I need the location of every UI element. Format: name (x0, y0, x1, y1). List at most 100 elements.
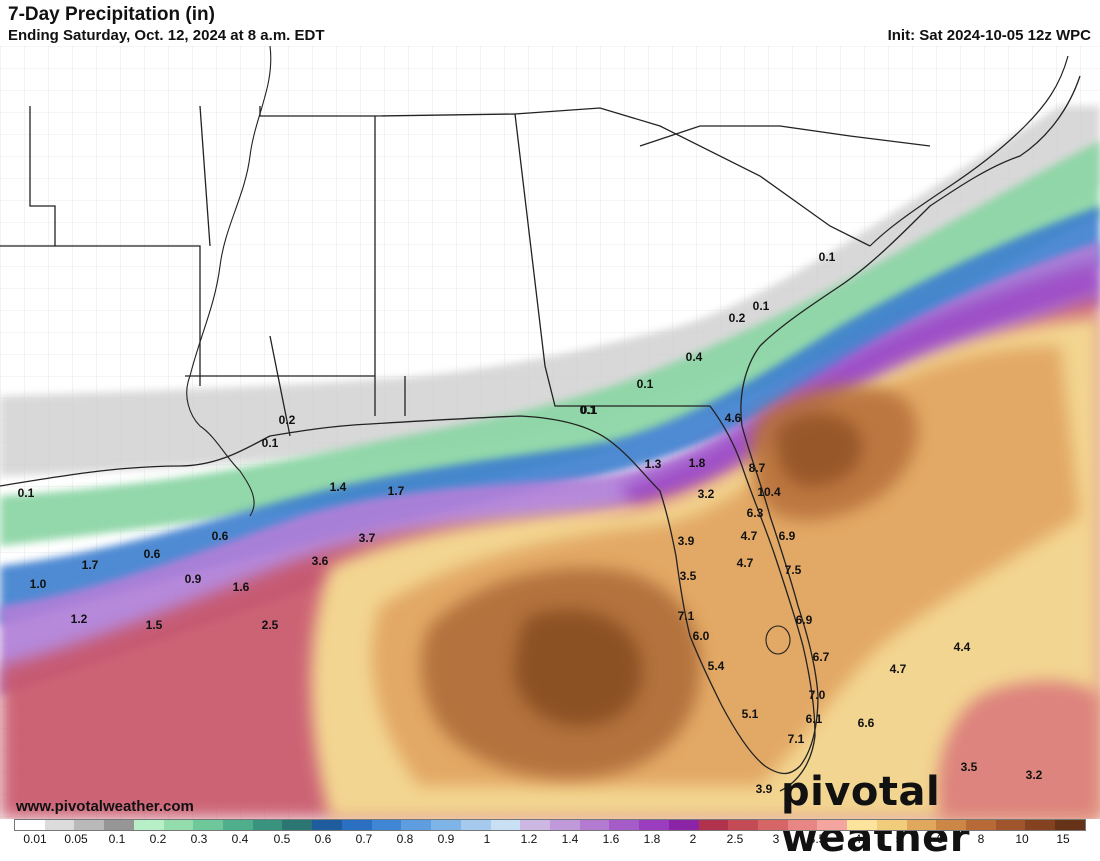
precip-value-label: 3.6 (312, 554, 329, 568)
precip-value-label: 0.6 (212, 529, 229, 543)
precip-value-label: 3.2 (1026, 768, 1043, 782)
precip-value-label: 0.1 (819, 250, 836, 264)
florida-east-coast (709, 405, 816, 792)
color-scale-swatch (817, 820, 848, 830)
color-scale-tick-label: 5 (895, 832, 903, 846)
precip-value-label: 0.1 (18, 486, 35, 500)
color-scale-swatch (163, 820, 194, 830)
color-scale-tick-label: 0.6 (314, 832, 332, 846)
precip-value-label: 3.9 (678, 534, 695, 548)
color-scale-swatch (74, 820, 105, 830)
precip-value-label: 1.2 (71, 612, 88, 626)
color-scale-swatch (876, 820, 907, 830)
precip-value-label: 3.5 (961, 760, 978, 774)
precip-value-label: 7.1 (678, 609, 695, 623)
color-scale-swatch (193, 820, 224, 830)
state-border-line (639, 125, 931, 147)
color-scale-tick-label: 0.05 (64, 832, 88, 846)
color-scale-swatch (133, 820, 164, 830)
precip-value-label: 7.1 (788, 732, 805, 746)
precip-value-label: 0.2 (279, 413, 296, 427)
color-scale-tick-label: 2 (689, 832, 697, 846)
precip-value-label: 1.7 (82, 558, 99, 572)
color-scale-swatch (847, 820, 877, 830)
lake-okeechobee (765, 625, 791, 655)
river-line (186, 46, 272, 517)
color-scale-swatch (520, 820, 550, 830)
color-scale-tick-label: 0.2 (149, 832, 167, 846)
color-scale-swatch (252, 820, 283, 830)
color-scale-tick-label: 3.5 (808, 832, 826, 846)
value-labels: 0.10.20.10.11.4 1.70.61.70.61.0 0.91.61.2 1… (18, 250, 1043, 796)
color-scale-swatch (15, 820, 45, 830)
color-scale-tick-label: 2.5 (726, 832, 744, 846)
color-scale-swatch (371, 820, 402, 830)
website-url: www.pivotalweather.com (16, 798, 194, 815)
precip-value-label: 10.4 (757, 485, 781, 499)
color-scale-ticks: 0.01 0.05 0.1 0.2 0.3 0.4 0.5 0.6 0.7 0.8 0.9 1 1.2 1… (0, 832, 1100, 850)
color-scale-swatch (431, 820, 461, 830)
precip-value-label: 7.0 (809, 688, 826, 702)
logo-text-left: pivo (781, 769, 879, 815)
precip-value-label: 0.9 (185, 572, 202, 586)
precip-value-label: 1.5 (146, 618, 163, 632)
color-scale-tick-label: 1.6 (602, 832, 620, 846)
color-scale-tick-label: 1 (483, 832, 491, 846)
precip-east-pink (937, 681, 1100, 819)
color-scale-swatch (1025, 820, 1056, 830)
color-scale-bar (14, 819, 1086, 831)
precip-value-label: 6.0 (693, 629, 710, 643)
color-scale-swatch (549, 820, 580, 830)
precip-value-label: 0.1 (262, 436, 279, 450)
color-scale-tick-label: 0.1 (108, 832, 126, 846)
precip-value-label: 3.5 (680, 569, 697, 583)
color-scale-swatch (757, 820, 788, 830)
precip-value-label: 6.9 (796, 613, 813, 627)
precip-value-label: 8.7 (749, 461, 766, 475)
color-scale-tick-label: 1.8 (643, 832, 661, 846)
color-scale-tick-label: 4 (854, 832, 862, 846)
precip-value-label: 1.3 (645, 457, 662, 471)
page-title: 7-Day Precipitation (in) (8, 4, 215, 25)
color-scale-tick-label: 0.7 (355, 832, 373, 846)
precip-value-label: 5.1 (742, 707, 759, 721)
color-scale-swatch (668, 820, 699, 830)
color-scale-swatch (787, 820, 818, 830)
precip-value-label: 1.6 (233, 580, 250, 594)
valid-time-subtitle: Ending Saturday, Oct. 12, 2024 at 8 a.m.… (8, 27, 325, 44)
color-scale-tick-label: 8 (977, 832, 985, 846)
color-scale-swatch (104, 820, 134, 830)
precip-value-label: 1.0 (30, 577, 47, 591)
color-scale-swatch (728, 820, 758, 830)
precip-value-label: 4.7 (741, 529, 758, 543)
precip-value-label: 6.7 (813, 650, 830, 664)
atlantic-coastline (869, 55, 1069, 247)
precip-value-label: 0.1 (580, 403, 597, 417)
color-scale-tick-label: 0.01 (23, 832, 47, 846)
precip-value-label: 4.6 (725, 411, 742, 425)
precip-value-label: 4.7 (737, 556, 754, 570)
color-scale-swatch (312, 820, 342, 830)
color-scale-tick-label: 0.5 (273, 832, 291, 846)
precip-value-label: 7.5 (785, 563, 802, 577)
color-scale-tick-label: 1.2 (520, 832, 538, 846)
color-scale-swatch (936, 820, 966, 830)
color-scale-tick-label: 0.8 (396, 832, 414, 846)
state-border-line (0, 245, 375, 377)
precip-value-label: 0.4 (686, 350, 703, 364)
color-scale-swatch (698, 820, 729, 830)
precip-value-label: 3.2 (698, 487, 715, 501)
precipitation-shading (0, 106, 1100, 819)
color-scale-tick-label: 10 (1015, 832, 1029, 846)
precip-value-label: 1.7 (388, 484, 405, 498)
precip-gulf-darkbrown (514, 610, 642, 726)
state-border-line (29, 106, 201, 386)
color-scale-tick-label: 0.4 (231, 832, 249, 846)
precip-value-label: 0.1 (581, 403, 598, 417)
state-border-line (514, 107, 871, 247)
color-scale-swatch (906, 820, 937, 830)
gulf-coastline (0, 75, 1081, 775)
color-scale-swatch (579, 820, 610, 830)
precip-value-label: 3.7 (359, 531, 376, 545)
color-scale-tick-label: 0.9 (437, 832, 455, 846)
